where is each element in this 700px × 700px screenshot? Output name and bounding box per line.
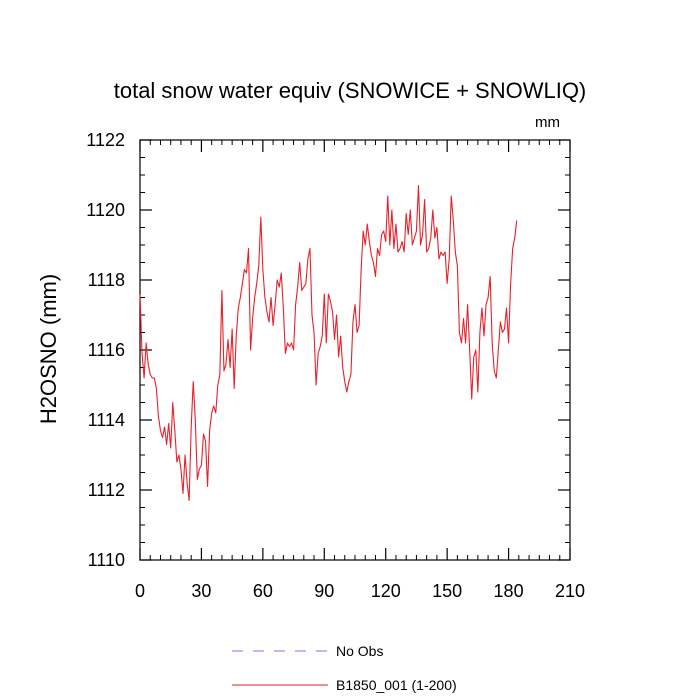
series-layer [139, 184, 518, 502]
y-tick-label: 1122 [86, 130, 125, 150]
legend: No Obs B1850_001 (1-200) [232, 643, 457, 693]
legend-label-no-obs: No Obs [336, 643, 383, 659]
x-tick-label: 30 [191, 581, 211, 601]
legend-label-b1850: B1850_001 (1-200) [336, 677, 457, 693]
y-axis-label: H2OSNO (mm) [36, 274, 61, 424]
x-tick-label: 120 [371, 581, 401, 601]
series-line-b1850 [139, 184, 518, 502]
y-tick-label: 1118 [88, 270, 125, 290]
x-tick-label: 60 [253, 581, 273, 601]
x-tick-label: 90 [314, 581, 334, 601]
x-tick-label: 150 [432, 581, 462, 601]
plot-frame [139, 139, 571, 561]
chart-title: total snow water equiv (SNOWICE + SNOWLI… [114, 78, 587, 103]
y-tick-label: 1116 [88, 340, 125, 360]
x-axis-ticks: 0 30 60 90 120 150 180 210 [135, 140, 585, 601]
y-tick-label: 1112 [88, 480, 125, 500]
plot-area [139, 139, 571, 561]
y-tick-label: 1120 [86, 200, 125, 220]
x-tick-label: 210 [555, 581, 585, 601]
y-tick-label: 1110 [88, 550, 125, 570]
x-tick-label: 0 [135, 581, 145, 601]
x-tick-label: 180 [494, 581, 524, 601]
y-axis-ticks: 1110 1112 1114 1116 1118 1120 1122 [86, 130, 570, 570]
units-label: mm [535, 114, 560, 131]
y-tick-label: 1114 [88, 410, 125, 430]
